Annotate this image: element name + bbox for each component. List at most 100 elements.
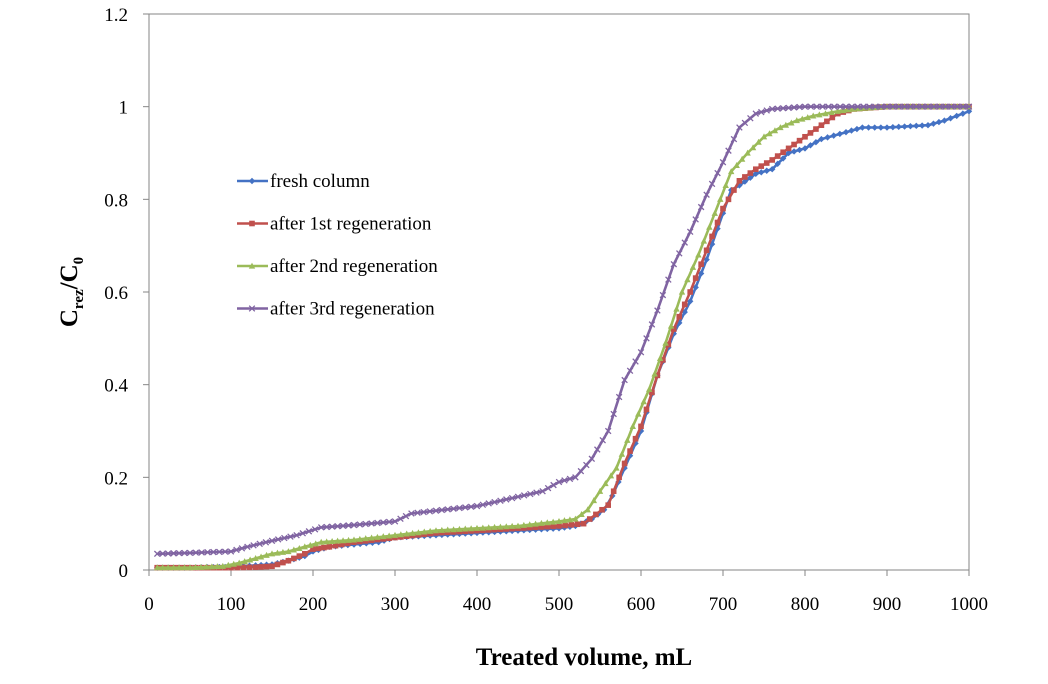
legend: fresh column after 1st regeneration after … (237, 171, 438, 320)
data-point (717, 195, 724, 202)
y-tick-label: 0.4 (104, 376, 128, 397)
data-point (671, 326, 677, 332)
data-point (959, 103, 967, 110)
data-point (170, 550, 177, 557)
data-point (311, 526, 319, 533)
data-point (350, 536, 358, 543)
legend-marker (248, 177, 256, 185)
data-point (555, 517, 563, 524)
legend-marker (249, 220, 255, 227)
data-point (321, 544, 327, 551)
data-point (747, 170, 754, 176)
data-point (918, 103, 926, 110)
data-point (438, 506, 446, 514)
data-point (186, 549, 194, 557)
data-point (186, 564, 194, 571)
data-point (954, 103, 961, 110)
data-point (615, 393, 623, 401)
data-point (779, 104, 787, 112)
x-tick-label: 400 (463, 594, 492, 615)
data-point (689, 263, 697, 270)
data-point (246, 564, 253, 571)
y-axis-title-base: C (56, 309, 83, 327)
data-point (538, 524, 545, 530)
y-axis: 0 0.2 0.4 0.6 0.8 1 1.2 (104, 5, 149, 582)
data-point (924, 122, 932, 129)
data-point (654, 372, 661, 379)
data-point (262, 539, 270, 546)
data-point (605, 502, 611, 508)
data-point (356, 521, 364, 528)
data-point (678, 288, 686, 295)
data-point (227, 548, 235, 555)
data-point (538, 519, 545, 526)
data-point (676, 319, 683, 327)
data-point (836, 103, 844, 110)
data-point (326, 544, 333, 550)
data-point (722, 182, 729, 189)
data-point (444, 506, 451, 513)
data-point (164, 564, 172, 571)
data-point (785, 145, 792, 152)
data-point (654, 307, 661, 314)
data-point (328, 523, 336, 530)
data-point (924, 103, 932, 110)
y-tick-label: 0.8 (104, 190, 128, 211)
data-point (687, 289, 693, 295)
data-point (385, 532, 393, 539)
data-point (752, 110, 760, 117)
data-point (532, 520, 539, 527)
y-tick-label: 1.2 (104, 5, 128, 26)
series-3 (153, 103, 973, 558)
data-point (268, 550, 276, 557)
data-point (760, 133, 768, 140)
data-point (236, 559, 243, 566)
legend-item-2: after 2nd regeneration (237, 256, 438, 277)
data-point (397, 531, 405, 538)
data-point (692, 284, 699, 291)
x-tick-label: 1000 (950, 594, 988, 615)
data-point (368, 520, 375, 527)
data-point (299, 530, 307, 537)
data-point (698, 261, 704, 267)
data-point (676, 250, 683, 257)
data-point (635, 410, 642, 417)
data-point (763, 107, 770, 114)
data-point (258, 564, 264, 570)
data-point (842, 128, 850, 136)
data-point (673, 305, 680, 312)
data-point (317, 524, 325, 531)
data-point (930, 120, 937, 127)
data-point (819, 103, 826, 110)
data-point (860, 103, 867, 110)
x-tick-label: 500 (545, 594, 574, 615)
data-point (865, 124, 872, 131)
data-point (604, 427, 612, 435)
x-tick-label: 700 (709, 594, 738, 615)
data-point (307, 541, 314, 548)
data-point (624, 436, 631, 443)
data-point (662, 339, 669, 346)
data-point (941, 117, 948, 124)
data-point (274, 536, 282, 543)
data-point (753, 166, 759, 173)
data-point (485, 524, 492, 531)
data-point (485, 500, 492, 507)
data-point (947, 115, 954, 122)
data-point (859, 124, 866, 131)
data-point (965, 108, 973, 115)
data-point (895, 103, 902, 110)
legend-marker (248, 262, 256, 269)
data-point (362, 520, 369, 528)
data-point (503, 523, 510, 530)
data-point (749, 144, 757, 151)
data-point (646, 385, 653, 392)
data-point (719, 159, 727, 166)
data-point (684, 276, 691, 283)
y-tick-label: 1 (119, 98, 129, 119)
data-point (720, 205, 726, 212)
data-point (825, 103, 832, 110)
data-point (287, 533, 294, 540)
legend-label: after 3rd regeneration (270, 299, 435, 320)
data-point (555, 478, 563, 486)
